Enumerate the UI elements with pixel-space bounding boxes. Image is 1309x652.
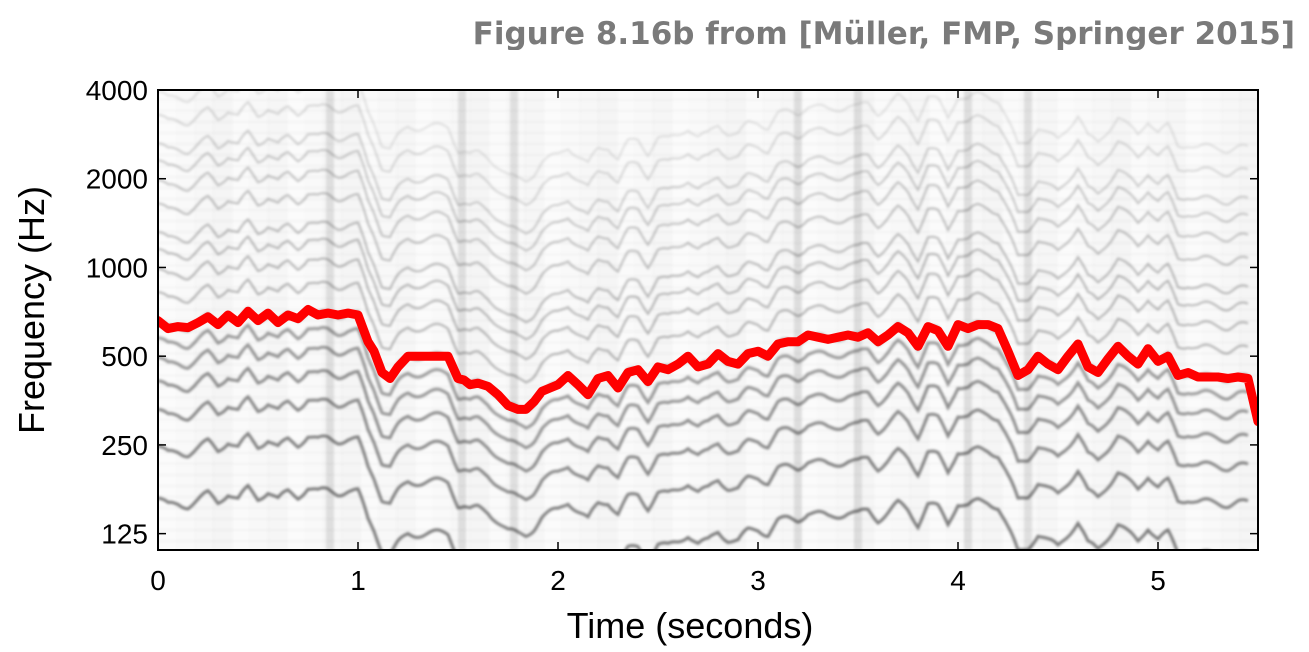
spectrogram-partial bbox=[158, 366, 1249, 473]
spectrogram-partial bbox=[158, 235, 1249, 341]
spectrogram-partial bbox=[158, 90, 1249, 183]
spectrogram-onset bbox=[510, 90, 518, 550]
x-axis-title: Time (seconds) bbox=[567, 605, 814, 646]
spectrogram-partial bbox=[158, 217, 1249, 324]
x-tick-label: 3 bbox=[750, 565, 766, 596]
spectrogram-onset bbox=[326, 90, 334, 550]
x-tick-label: 4 bbox=[950, 565, 966, 596]
figure-credit: Figure 8.16b from [Müller, FMP, Springer… bbox=[472, 16, 1295, 50]
y-tick-label: 1000 bbox=[86, 252, 148, 283]
x-tick-label: 2 bbox=[550, 565, 566, 596]
spectrogram-partial bbox=[158, 278, 1249, 384]
x-tick-label: 1 bbox=[350, 565, 366, 596]
spectrogram-onset bbox=[1024, 90, 1032, 550]
y-tick-label: 125 bbox=[101, 519, 148, 550]
y-tick-label: 2000 bbox=[86, 164, 148, 195]
y-axis-title: Frequency (Hz) bbox=[11, 186, 52, 434]
spectrogram-partial bbox=[158, 394, 1249, 502]
y-tick-label: 250 bbox=[101, 430, 148, 461]
y-tick-label: 500 bbox=[101, 341, 148, 372]
fundamental-frequency-line bbox=[158, 305, 1258, 427]
spectrogram-onset bbox=[854, 90, 862, 550]
spectrogram-image bbox=[158, 90, 1258, 550]
spectrogram-partial bbox=[158, 431, 1249, 539]
spectrogram-partial bbox=[158, 146, 1249, 252]
spectrogram-partial bbox=[158, 129, 1249, 235]
plot-frame bbox=[157, 89, 1259, 551]
y-tick-label: 4000 bbox=[86, 75, 148, 106]
spectrogram-partial bbox=[158, 323, 1249, 430]
x-axis-ticks: 0 1 2 3 4 5 bbox=[150, 90, 1166, 596]
x-tick-label: 5 bbox=[1150, 565, 1166, 596]
spectrogram-onset bbox=[458, 90, 466, 550]
spectrogram-onset bbox=[964, 90, 972, 550]
spectrogram-onset bbox=[794, 90, 802, 550]
x-tick-label: 0 bbox=[150, 565, 166, 596]
y-axis-ticks: 125 250 500 1000 2000 4000 bbox=[86, 75, 1258, 550]
